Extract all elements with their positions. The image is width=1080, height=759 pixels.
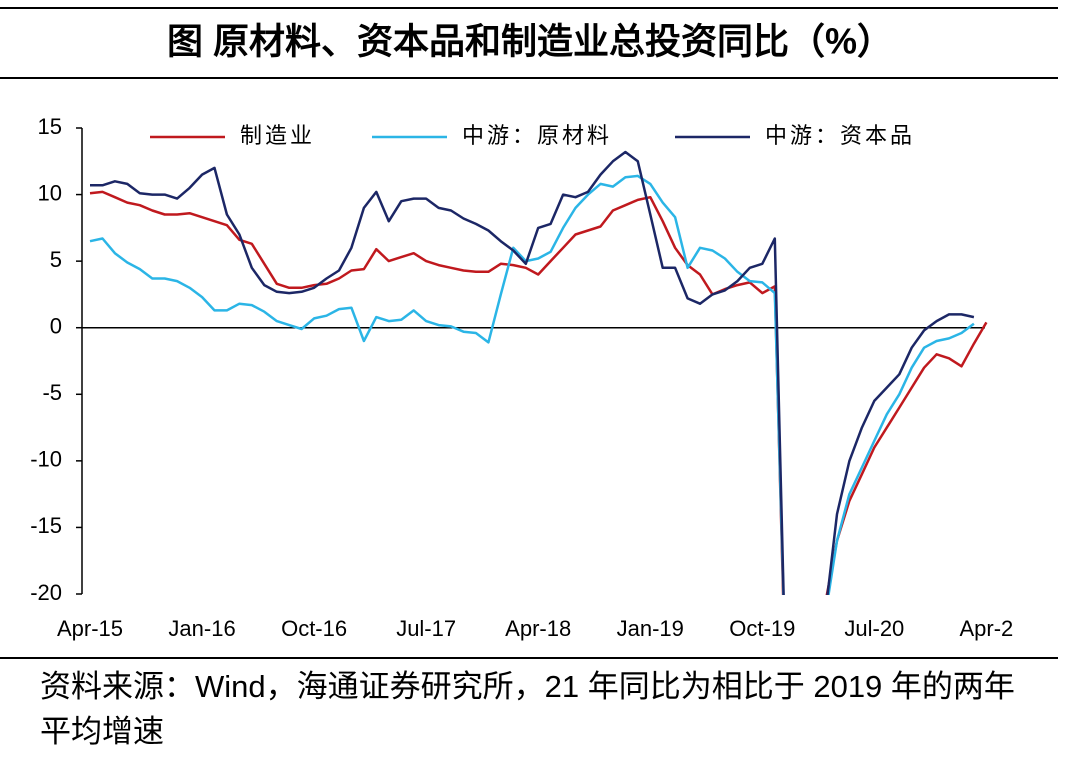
- x-tick-label: Jul-20: [844, 616, 904, 641]
- legend-label: 中游：资本品: [765, 123, 915, 148]
- y-tick-label: 10: [38, 180, 62, 205]
- y-tick-label: -5: [42, 380, 62, 405]
- legend-label: 制造业: [240, 123, 315, 148]
- y-tick-label: 15: [38, 114, 62, 139]
- y-tick-label: -10: [30, 447, 62, 472]
- x-tick-label: Jan-16: [168, 616, 235, 641]
- plot-area: [89, 150, 988, 595]
- series-line: [89, 190, 988, 595]
- x-tick-label: Oct-19: [729, 616, 795, 641]
- y-tick-label: 0: [50, 314, 62, 339]
- x-tick-label: Oct-16: [281, 616, 347, 641]
- x-tick-label: Jul-17: [396, 616, 456, 641]
- y-tick-label: 5: [50, 247, 62, 272]
- legend-label: 中游：原材料: [462, 123, 612, 148]
- chart: 图 原材料、资本品和制造业总投资同比（%） -20 -15 -10 -5 0 5 10 15 A…: [0, 7, 1058, 659]
- x-tick-label: Jan-19: [617, 616, 684, 641]
- x-tick-label: Apr-15: [57, 616, 123, 641]
- chart-title: 图 原材料、资本品和制造业总投资同比（%）: [167, 21, 893, 62]
- series-line: [89, 174, 975, 595]
- x-tick-label: Apr-2: [960, 616, 1014, 641]
- series-line: [90, 150, 975, 595]
- x-tick-label: Apr-18: [505, 616, 571, 641]
- y-tick-label: -20: [30, 580, 62, 605]
- source-note: 资料来源：Wind，海通证券研究所，21 年同比为相比于 2019 年的两年平均…: [40, 669, 1015, 749]
- y-tick-label: -15: [30, 513, 62, 538]
